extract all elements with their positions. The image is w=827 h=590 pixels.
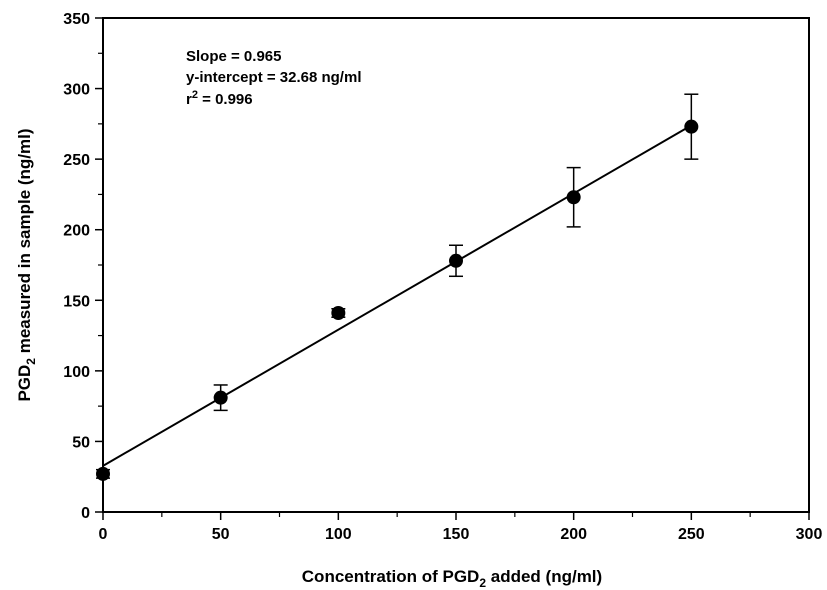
data-point (331, 305, 346, 320)
x-tick-label: 50 (212, 526, 230, 543)
r2-annotation: r2 = 0.996 (186, 89, 253, 108)
x-tick-label: 250 (678, 526, 705, 543)
y-axis: 0 50 100 150 200 250 300 350 (63, 11, 103, 522)
x-axis-title-unit: added (ng/ml) (486, 567, 602, 586)
x-tick-label: 200 (560, 526, 587, 543)
x-axis-title-subscript: 2 (479, 576, 486, 590)
x-axis-title: Concentration of PGD2 added (ng/ml) (302, 567, 602, 590)
x-axis: 0 50 100 150 200 250 300 (99, 512, 823, 543)
y-tick-label: 250 (63, 152, 90, 169)
slope-annotation: Slope = 0.965 (186, 48, 281, 65)
data-points (96, 93, 699, 481)
x-tick-label: 300 (796, 526, 823, 543)
r2-value: = 0.996 (198, 91, 253, 108)
data-point (96, 466, 110, 481)
y-tick-label: 200 (63, 223, 90, 240)
y-tick-label: 0 (81, 505, 90, 522)
y-axis-title: PGD2 measured in sample (ng/ml) (15, 128, 38, 401)
y-tick-label: 100 (63, 364, 90, 381)
x-tick-label: 150 (443, 526, 470, 543)
x-tick-label: 0 (99, 526, 108, 543)
y-tick-label: 150 (63, 293, 90, 310)
intercept-annotation: y-intercept = 32.68 ng/ml (186, 69, 361, 86)
y-tick-label: 50 (72, 434, 90, 451)
y-axis-title-main: PGD (15, 365, 34, 402)
data-point (566, 190, 581, 205)
y-tick-label: 300 (63, 82, 90, 99)
x-axis-title-main: Concentration of PGD (302, 567, 480, 586)
regression-line (102, 124, 692, 467)
y-tick-label: 350 (63, 11, 90, 28)
r2-label: r (186, 91, 192, 108)
y-axis-title-subscript: 2 (24, 358, 38, 365)
data-point (213, 390, 228, 405)
y-axis-title-unit: measured in sample (ng/ml) (15, 128, 34, 358)
data-point (449, 253, 463, 268)
x-tick-label: 100 (325, 526, 352, 543)
data-point (684, 119, 699, 134)
r2-superscript: 2 (192, 89, 198, 101)
